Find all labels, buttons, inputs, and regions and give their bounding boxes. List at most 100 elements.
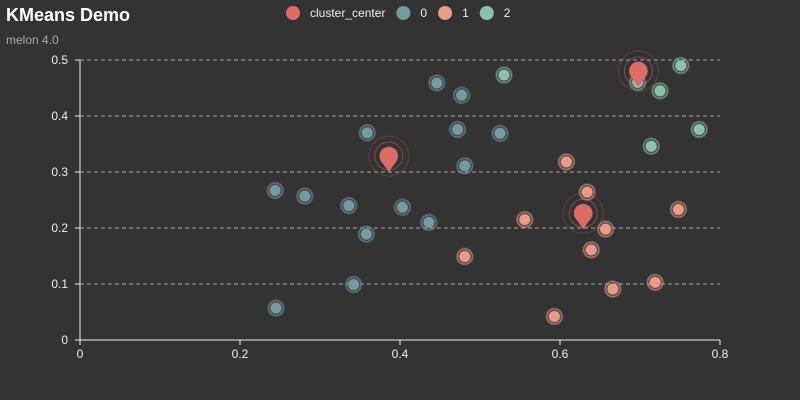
- point-ring: [672, 57, 689, 74]
- chart-subtitle: melon 4.0: [6, 33, 59, 47]
- ripple-ring: [562, 192, 604, 234]
- data-point[interactable]: [455, 247, 474, 266]
- legend-item-cluster-0[interactable]: 0: [396, 6, 427, 20]
- y-axis-ticks: 0 0.1 0.2 0.3 0.4 0.5: [51, 53, 80, 347]
- data-point[interactable]: [651, 81, 669, 100]
- legend-swatch: [438, 6, 453, 20]
- data-point[interactable]: [690, 120, 709, 139]
- point-dot: [431, 77, 443, 89]
- point-ring: [643, 138, 660, 155]
- legend-swatch: [479, 6, 494, 20]
- data-point[interactable]: [671, 56, 690, 75]
- x-tick-label: 0.4: [392, 347, 409, 361]
- data-points[interactable]: [266, 50, 709, 326]
- x-axis-ticks: 0 0.2 0.4 0.6 0.8: [77, 340, 729, 361]
- point-ring: [449, 121, 466, 138]
- x-tick-label: 0: [77, 347, 84, 361]
- data-point[interactable]: [393, 198, 412, 217]
- data-point[interactable]: [578, 183, 597, 202]
- y-tick-label: 0: [61, 333, 68, 347]
- data-point[interactable]: [603, 280, 622, 299]
- point-ring: [345, 276, 362, 293]
- point-ring: [394, 199, 411, 216]
- point-ring: [604, 281, 621, 298]
- point-dot: [600, 223, 612, 235]
- data-point[interactable]: [545, 307, 564, 326]
- data-point[interactable]: [267, 299, 285, 318]
- series-cluster-center: [368, 50, 659, 234]
- cluster-center-pin[interactable]: [617, 50, 659, 92]
- point-dot: [494, 127, 506, 139]
- chart-title: KMeans Demo: [6, 5, 130, 25]
- point-dot: [361, 127, 373, 139]
- legend-item-cluster-center[interactable]: cluster_center: [286, 6, 385, 20]
- data-point[interactable]: [669, 200, 688, 219]
- ripple-ring: [617, 50, 659, 92]
- point-dot: [581, 186, 593, 198]
- legend-swatch: [286, 6, 300, 20]
- data-point[interactable]: [358, 123, 377, 142]
- point-ring: [428, 74, 445, 91]
- point-ring: [267, 182, 284, 199]
- point-dot: [693, 123, 705, 135]
- data-point[interactable]: [515, 210, 534, 229]
- data-point[interactable]: [266, 181, 285, 200]
- ripple-ring: [368, 135, 410, 177]
- legend-label: 1: [462, 6, 469, 20]
- cluster-center-pin[interactable]: [562, 192, 604, 234]
- point-ring: [358, 226, 375, 243]
- legend-item-cluster-1[interactable]: 1: [438, 6, 469, 20]
- data-point[interactable]: [495, 66, 513, 85]
- legend-label: 0: [420, 6, 427, 20]
- point-ring: [296, 188, 313, 205]
- legend[interactable]: cluster_center 0 1 2: [286, 6, 511, 20]
- legend-item-cluster-2[interactable]: 2: [479, 6, 511, 20]
- data-point[interactable]: [427, 73, 446, 92]
- point-ring: [652, 82, 668, 99]
- data-point[interactable]: [582, 240, 601, 259]
- pin-marker: [379, 147, 398, 173]
- point-dot: [452, 123, 464, 135]
- point-ring: [579, 184, 596, 201]
- point-ring: [456, 157, 473, 174]
- point-ring: [647, 274, 664, 291]
- point-dot: [672, 204, 684, 216]
- data-point[interactable]: [452, 86, 471, 105]
- point-dot: [423, 216, 435, 228]
- point-ring: [456, 248, 473, 265]
- data-point[interactable]: [596, 220, 615, 239]
- pin-marker: [574, 204, 593, 230]
- point-dot: [560, 156, 572, 168]
- point-ring: [597, 221, 614, 238]
- series-cluster-1: [455, 152, 688, 326]
- data-point[interactable]: [448, 120, 467, 139]
- cluster-center-pin[interactable]: [368, 135, 410, 177]
- point-ring: [583, 241, 600, 258]
- data-point[interactable]: [339, 196, 358, 215]
- x-tick-label: 0.6: [552, 347, 569, 361]
- point-dot: [456, 89, 468, 101]
- legend-swatch: [396, 6, 411, 20]
- data-point[interactable]: [642, 137, 661, 156]
- y-tick-label: 0.2: [51, 221, 68, 235]
- data-point[interactable]: [419, 213, 438, 232]
- data-point[interactable]: [295, 187, 314, 206]
- y-tick-label: 0.3: [51, 165, 68, 179]
- data-point[interactable]: [344, 275, 363, 294]
- point-dot: [649, 276, 661, 288]
- point-ring: [546, 308, 563, 325]
- data-point[interactable]: [491, 124, 509, 143]
- point-ring: [359, 124, 376, 141]
- data-point[interactable]: [357, 225, 376, 244]
- point-ring: [340, 197, 357, 214]
- data-point[interactable]: [557, 152, 576, 171]
- point-dot: [585, 244, 597, 256]
- point-dot: [396, 201, 408, 213]
- point-dot: [675, 60, 687, 72]
- legend-label: cluster_center: [310, 6, 385, 20]
- data-point[interactable]: [455, 156, 474, 175]
- point-ring: [558, 153, 575, 170]
- data-point[interactable]: [646, 273, 665, 292]
- point-ring: [492, 125, 508, 142]
